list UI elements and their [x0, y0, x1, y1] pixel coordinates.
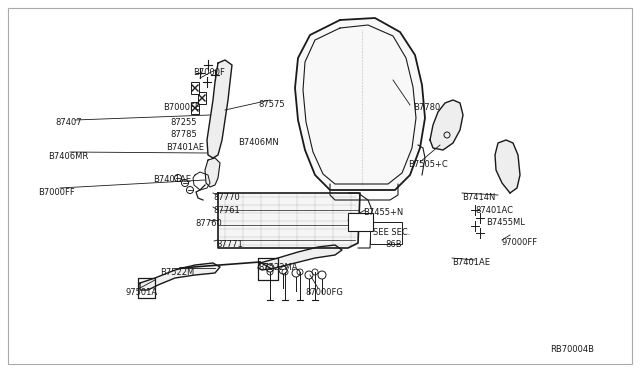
Polygon shape — [495, 140, 520, 193]
Text: RB70004B: RB70004B — [550, 345, 594, 354]
Text: SEE SEC.: SEE SEC. — [373, 228, 410, 237]
Text: B7780: B7780 — [413, 103, 440, 112]
Text: B7406MN: B7406MN — [238, 138, 279, 147]
Text: B7522M: B7522M — [160, 268, 195, 277]
Text: 86B: 86B — [385, 240, 402, 249]
Polygon shape — [207, 60, 232, 158]
Bar — [191, 102, 199, 114]
Text: 97501A: 97501A — [125, 288, 157, 297]
Text: 87407: 87407 — [55, 118, 82, 127]
Text: 87785: 87785 — [170, 130, 196, 139]
Text: 87575: 87575 — [258, 100, 285, 109]
Bar — [348, 213, 373, 231]
Polygon shape — [258, 245, 342, 270]
Text: 97000FF: 97000FF — [502, 238, 538, 247]
Text: B7000FE: B7000FE — [163, 103, 200, 112]
Text: B7505+C: B7505+C — [408, 160, 448, 169]
Text: 87760: 87760 — [195, 219, 221, 228]
Polygon shape — [205, 158, 220, 187]
Text: B7455ML: B7455ML — [486, 218, 525, 227]
Text: 87770: 87770 — [213, 193, 240, 202]
Text: B7000FF: B7000FF — [38, 188, 75, 197]
Bar — [191, 82, 199, 94]
Text: B7401AE: B7401AE — [153, 175, 191, 184]
Polygon shape — [430, 100, 463, 150]
Text: 87000FG: 87000FG — [305, 288, 343, 297]
Text: B7455+N: B7455+N — [363, 208, 403, 217]
Text: 87522MA: 87522MA — [258, 263, 298, 272]
Bar — [370, 222, 402, 244]
Text: B7401AE: B7401AE — [166, 143, 204, 152]
Text: B7406MR: B7406MR — [48, 152, 88, 161]
Text: 87401AC: 87401AC — [475, 206, 513, 215]
Polygon shape — [140, 263, 220, 290]
Text: 87255: 87255 — [170, 118, 196, 127]
Text: B7414N: B7414N — [462, 193, 495, 202]
Text: B7401AE: B7401AE — [452, 258, 490, 267]
Polygon shape — [295, 18, 425, 190]
Text: 87771: 87771 — [216, 240, 243, 249]
Bar — [198, 92, 206, 104]
Text: 87761: 87761 — [213, 206, 240, 215]
Text: B7000F: B7000F — [193, 68, 225, 77]
Polygon shape — [218, 193, 360, 248]
